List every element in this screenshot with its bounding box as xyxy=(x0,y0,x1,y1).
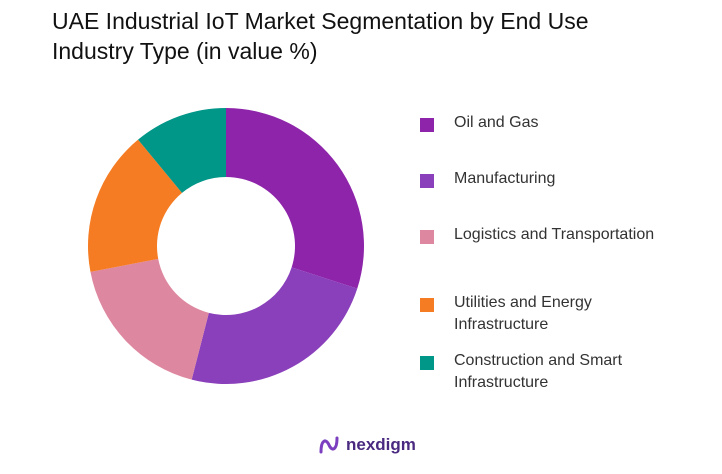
slice-utilities-and-energy-infrastructure xyxy=(87,139,183,272)
legend-item: Oil and Gas xyxy=(420,112,674,134)
legend-swatch xyxy=(420,298,434,312)
legend-swatch xyxy=(420,356,434,370)
legend-label: Oil and Gas xyxy=(454,114,539,131)
legend-item: Construction and Smart Infrastructure xyxy=(420,350,674,394)
slice-manufacturing xyxy=(191,267,358,384)
legend-item: Utilities and Energy Infrastructure xyxy=(420,292,674,336)
legend-item: Manufacturing xyxy=(420,168,674,190)
legend-label: Utilities and Energy Infrastructure xyxy=(454,294,592,333)
logo-icon xyxy=(319,436,339,454)
legend-swatch xyxy=(420,174,434,188)
legend-label: Logistics and Transportation xyxy=(454,226,655,243)
slice-logistics-and-transportation xyxy=(90,258,209,380)
nexdigm-logo: nexdigm xyxy=(318,434,416,456)
legend-swatch xyxy=(420,118,434,132)
legend-label: Manufacturing xyxy=(454,170,556,187)
legend-swatch xyxy=(420,230,434,244)
chart-title: UAE Industrial IoT Market Segmentation b… xyxy=(52,8,589,64)
slice-construction-and-smart-infrastructure xyxy=(138,108,226,193)
logo-text: nexdigm xyxy=(346,435,416,454)
slice-oil-and-gas xyxy=(226,108,364,289)
legend-item: Logistics and Transportation xyxy=(420,224,674,246)
legend-label: Construction and Smart Infrastructure xyxy=(454,352,623,391)
